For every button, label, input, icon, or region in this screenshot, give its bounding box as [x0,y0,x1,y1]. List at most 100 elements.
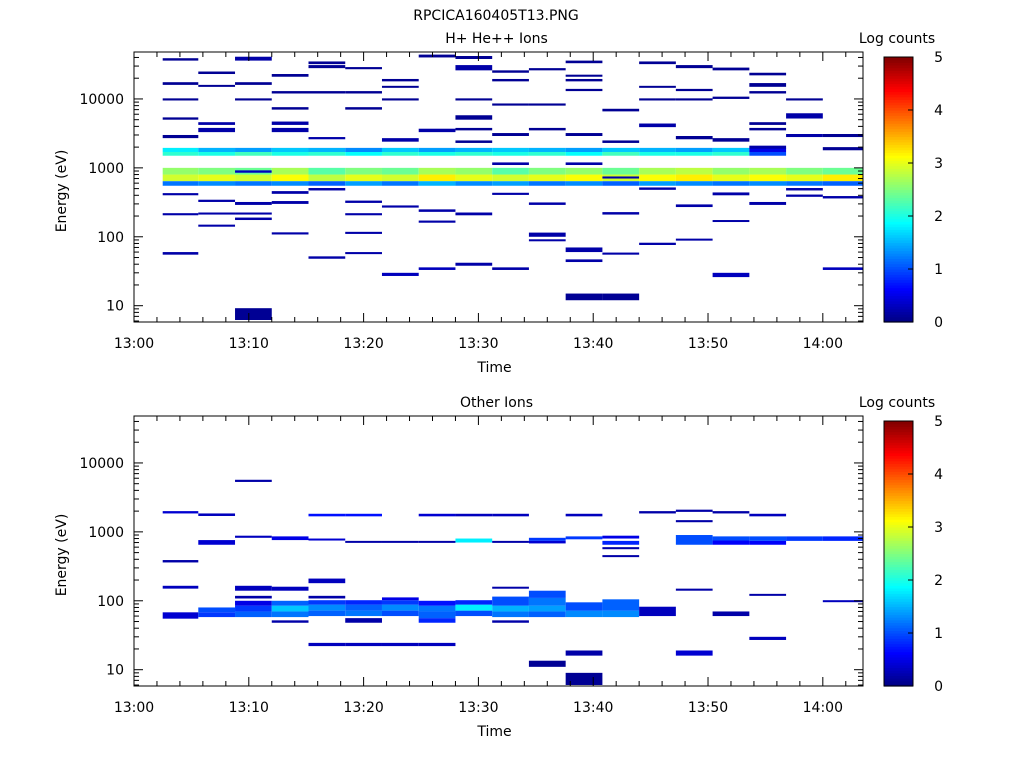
colorbar-segment [884,276,913,281]
heatmap-cell [308,147,346,152]
heatmap-cell [162,193,199,196]
x-tick-label: 13:10 [229,336,269,352]
colorbar-segment [884,651,913,655]
heatmap-cell [381,78,419,82]
heatmap-cell [712,167,750,175]
heatmap-cell [492,167,529,175]
heatmap-cell [345,604,382,611]
heatmap-cell [492,181,529,186]
heatmap-cell [639,85,676,88]
heatmap-cell [198,174,236,182]
heatmap-cell [492,540,529,543]
heatmap-cell [786,536,823,541]
colorbar-segment [884,123,913,127]
colorbar-segment [884,659,913,663]
colorbar-segment [884,529,913,533]
colorbar-segment [884,471,913,475]
colorbar-segment [884,484,913,488]
heatmap-cell [528,597,566,606]
plot-frame [133,415,864,687]
x-tick-label: 13:00 [114,700,154,716]
heatmap-cell [528,181,566,186]
colorbar-segment [884,460,913,464]
heatmap-cell [345,91,382,94]
heatmap-cell [712,96,750,99]
heatmap-cell [528,232,566,237]
heatmap-cell [822,600,863,603]
heatmap-cell [271,91,309,94]
heatmap-cell [492,611,529,618]
colorbar-segment [884,574,913,578]
colorbar-segment [884,648,913,653]
colorbar-segment [884,168,913,172]
heatmap-cell [271,174,309,182]
heatmap-cell [271,121,309,125]
colorbar-segment [884,614,913,618]
heatmap-cell [418,151,456,156]
colorbar-segment [884,672,913,676]
colorbar-segment [884,216,913,220]
heatmap-cell [712,540,750,545]
heatmap-cell [492,103,529,106]
heatmap-cell [492,596,529,606]
heatmap-cell [602,176,640,179]
colorbar-segment [884,131,913,135]
colorbar-segment [884,442,913,446]
colorbar-segment [884,290,913,294]
heatmap-cell [602,167,640,175]
colorbar-segment [884,428,913,433]
colorbar-tick-label: 5 [934,50,943,66]
colorbar-segment [884,558,913,563]
colorbar-segment [884,173,913,177]
heatmap-cell [675,98,713,101]
heatmap-cell [162,511,199,514]
heatmap-cell [455,167,493,175]
colorbar-segment [884,295,913,299]
x-tick-label: 13:00 [114,336,154,352]
colorbar-segment [884,431,913,435]
colorbar-segment [884,572,913,576]
heatmap-cell [786,113,823,119]
colorbar-segment [884,611,913,616]
colorbar-segment [884,287,913,291]
colorbar-segment [884,78,913,82]
colorbar-segment [884,503,913,507]
colorbar-segment [884,646,913,650]
colorbar-segment [884,141,913,146]
heatmap-cell [492,78,529,82]
y-tick-label: 10 [106,663,124,679]
panel-other-ions: 13:00 13:10 13:20 13:30 13:40 13:50 14:00Time1… [54,395,943,740]
colorbar-segment [884,561,913,565]
heatmap-cell [749,181,787,186]
heatmap-cell [455,56,493,59]
colorbar-segment [884,511,913,515]
heatmap-cell [198,151,236,156]
y-axis: 10 100 1000 10000 Energy (eV) [54,420,863,686]
colorbar-segment [884,91,913,95]
heatmap-cell [749,145,787,149]
colorbar-segment [884,566,913,570]
heatmap-cell [198,122,236,125]
heatmap-cell [381,540,419,543]
heatmap-cell [455,262,493,266]
panel-title: Other Ions [460,395,533,411]
heatmap-cell [162,612,199,619]
heatmap-cell [749,536,787,541]
heatmap-cell [602,140,640,143]
panel-h-hepp-ions: 13:00 13:10 13:20 13:30 13:40 13:50 14:00Time1… [54,31,943,376]
colorbar-segment [884,640,913,645]
heatmap-cell [749,127,787,131]
heatmap-cell [565,162,603,166]
colorbar-segment [884,587,913,592]
colorbar-segment [884,421,913,425]
heatmap-cell [565,602,603,611]
heatmap-cell [198,127,236,133]
heatmap-cell [822,174,863,182]
heatmap-cell [345,213,382,216]
heatmap-cell [565,293,603,301]
heatmap-cell [198,607,236,613]
colorbar-segment [884,513,913,517]
colorbar-segment [884,500,913,504]
colorbar-segment [884,680,913,684]
colorbar-segment [884,593,913,597]
